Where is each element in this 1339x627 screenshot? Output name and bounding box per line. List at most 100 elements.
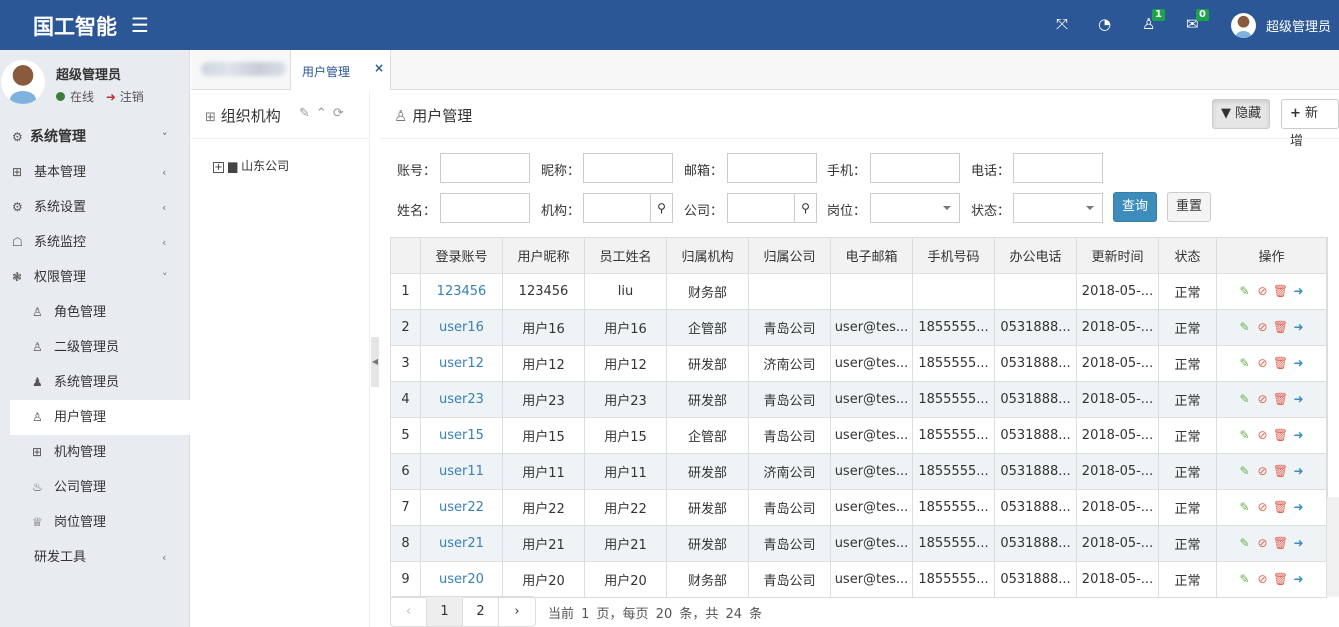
account-link[interactable]: user12 (439, 356, 484, 371)
dashboard-icon[interactable]: ◔ (1098, 15, 1112, 33)
column-header[interactable]: 归属公司 (748, 237, 831, 274)
column-header[interactable]: 登录账号 (420, 237, 503, 274)
sidebar-item[interactable]: ⊞ 机构管理 (0, 435, 190, 470)
table-row[interactable]: 9 user20 用户20 用户20 财务部 青岛公司 user@tes... 1855555… (390, 561, 1327, 598)
edit-icon[interactable]: ✎ (1239, 536, 1250, 550)
disable-icon[interactable]: ⊘ (1257, 500, 1268, 514)
account-link[interactable]: user11 (439, 464, 484, 479)
prev-page-button[interactable]: ‹ (391, 597, 427, 626)
sidebar-item[interactable]: ⚙ 系统设置 ‹ (0, 190, 190, 225)
table-row[interactable]: 8 user21 用户21 用户21 研发部 青岛公司 user@tes... 1855555… (390, 525, 1327, 562)
next-page-button[interactable]: › (514, 604, 520, 619)
splitter-handle[interactable]: ◀ (371, 337, 379, 387)
delete-icon[interactable]: 🗑 (1272, 428, 1289, 442)
table-row[interactable]: 7 user22 用户22 用户22 研发部 青岛公司 user@tes... 1855555… (390, 489, 1327, 526)
sidebar-item[interactable]: ♙ 二级管理员 (0, 330, 190, 365)
sidebar-item[interactable]: ♙ 角色管理 (0, 295, 190, 330)
tab-user-management[interactable]: 用户管理 × (290, 50, 391, 90)
account-link[interactable]: user23 (439, 392, 484, 407)
logout-link[interactable]: 注销 (119, 90, 144, 104)
disable-icon[interactable]: ⊘ (1257, 392, 1268, 406)
edit-icon[interactable]: ✎ (1239, 356, 1250, 370)
more-icon[interactable]: ➜ (1293, 536, 1304, 550)
table-row[interactable]: 5 user15 用户15 用户15 企管部 青岛公司 user@tes... 1855555… (390, 417, 1327, 454)
delete-icon[interactable]: 🗑 (1272, 500, 1289, 514)
more-icon[interactable]: ➜ (1293, 320, 1304, 334)
filter-account-input[interactable] (440, 153, 530, 183)
header-user-name[interactable]: 超级管理员 (1266, 20, 1332, 35)
edit-icon[interactable]: ✎ (299, 106, 316, 121)
expand-icon[interactable]: + (213, 162, 224, 173)
tab-home-blurred[interactable] (201, 62, 286, 76)
table-row[interactable]: 4 user23 用户23 用户23 研发部 青岛公司 user@tes... 1855555… (390, 381, 1327, 418)
delete-icon[interactable]: 🗑 (1272, 536, 1289, 550)
table-row[interactable]: 3 user12 用户12 用户12 研发部 济南公司 user@tes... 1855555… (390, 345, 1327, 382)
page-1-button[interactable]: 1 (427, 597, 463, 626)
more-icon[interactable]: ➜ (1293, 356, 1304, 370)
sidebar-item[interactable]: ♕ 岗位管理 (0, 505, 190, 540)
delete-icon[interactable]: 🗑 (1272, 392, 1289, 406)
delete-icon[interactable]: 🗑 (1272, 284, 1289, 298)
sidebar-item[interactable]: ♙ 用户管理 (10, 400, 190, 435)
filter-phone-input[interactable] (1013, 153, 1103, 183)
edit-icon[interactable]: ✎ (1239, 284, 1250, 298)
edit-icon[interactable]: ✎ (1239, 500, 1250, 514)
search-icon[interactable]: ⚲ (794, 194, 816, 222)
disable-icon[interactable]: ⊘ (1257, 356, 1268, 370)
account-link[interactable]: 123456 (436, 284, 487, 299)
sidebar-item[interactable]: ♨ 公司管理 (0, 470, 190, 505)
search-icon[interactable]: ⚲ (650, 194, 672, 222)
account-link[interactable]: user16 (439, 320, 484, 335)
account-link[interactable]: user15 (439, 428, 484, 443)
column-header[interactable]: 状态 (1158, 237, 1217, 274)
edit-icon[interactable]: ✎ (1239, 572, 1250, 586)
reset-button[interactable]: 重置 (1167, 192, 1212, 222)
disable-icon[interactable]: ⊘ (1257, 320, 1268, 334)
more-icon[interactable]: ➜ (1293, 464, 1304, 478)
fullscreen-icon[interactable]: ⤧ (1056, 15, 1069, 33)
more-icon[interactable]: ➜ (1293, 284, 1304, 298)
column-header[interactable]: 电子邮箱 (830, 237, 913, 274)
edit-icon[interactable]: ✎ (1239, 392, 1250, 406)
notifications-icon[interactable]: ♙ 1 (1142, 9, 1165, 33)
collapse-icon[interactable]: ⌃ (315, 106, 333, 121)
filter-name-input[interactable] (440, 193, 530, 223)
filter-post-select[interactable] (870, 193, 960, 223)
column-header[interactable]: 更新时间 (1076, 237, 1159, 274)
account-link[interactable]: user20 (439, 572, 484, 587)
menu-toggle-icon[interactable]: ☰ (131, 13, 149, 37)
more-icon[interactable]: ➜ (1293, 428, 1304, 442)
more-icon[interactable]: ➜ (1293, 392, 1304, 406)
more-icon[interactable]: ➜ (1293, 500, 1304, 514)
more-icon[interactable]: ➜ (1293, 572, 1304, 586)
delete-icon[interactable]: 🗑 (1272, 572, 1289, 586)
sidebar-item[interactable]: 研发工具 ‹ (0, 540, 190, 575)
column-header[interactable]: 操作 (1216, 237, 1327, 274)
sidebar-item[interactable]: ♟ 系统管理员 (0, 365, 190, 400)
query-button[interactable]: 查询 (1113, 192, 1158, 222)
messages-icon[interactable]: ✉ 0 (1186, 9, 1209, 33)
filter-nickname-input[interactable] (583, 153, 673, 183)
delete-icon[interactable]: 🗑 (1272, 464, 1289, 478)
account-link[interactable]: user21 (439, 536, 484, 551)
add-button[interactable]: + 新增 (1281, 99, 1339, 149)
disable-icon[interactable]: ⊘ (1257, 428, 1268, 442)
edit-icon[interactable]: ✎ (1239, 428, 1250, 442)
hide-filter-button[interactable]: ▼ 隐藏 (1212, 99, 1271, 129)
page-2-button[interactable]: 2 (463, 597, 499, 626)
column-header[interactable]: 员工姓名 (584, 237, 667, 274)
filter-org-input[interactable]: ⚲ (583, 193, 673, 223)
table-row[interactable]: 2 user16 用户16 用户16 企管部 青岛公司 user@tes... 1855555… (390, 309, 1327, 346)
disable-icon[interactable]: ⊘ (1257, 464, 1268, 478)
delete-icon[interactable]: 🗑 (1272, 320, 1289, 334)
tree-node[interactable]: + ▆ 山东公司 (213, 157, 289, 174)
header-avatar[interactable] (1231, 13, 1256, 38)
filter-mobile-input[interactable] (870, 153, 960, 183)
disable-icon[interactable]: ⊘ (1257, 536, 1268, 550)
delete-icon[interactable]: 🗑 (1272, 356, 1289, 370)
table-row[interactable]: 1 123456 123456 liu 财务部 2018-05-... 正常 ✎ ⊘ 🗑 ➜ (390, 273, 1327, 310)
tab-label[interactable]: 用户管理 (302, 65, 351, 79)
disable-icon[interactable]: ⊘ (1257, 284, 1268, 298)
sidebar-item[interactable]: ☖ 系统监控 ‹ (0, 225, 190, 260)
disable-icon[interactable]: ⊘ (1257, 572, 1268, 586)
